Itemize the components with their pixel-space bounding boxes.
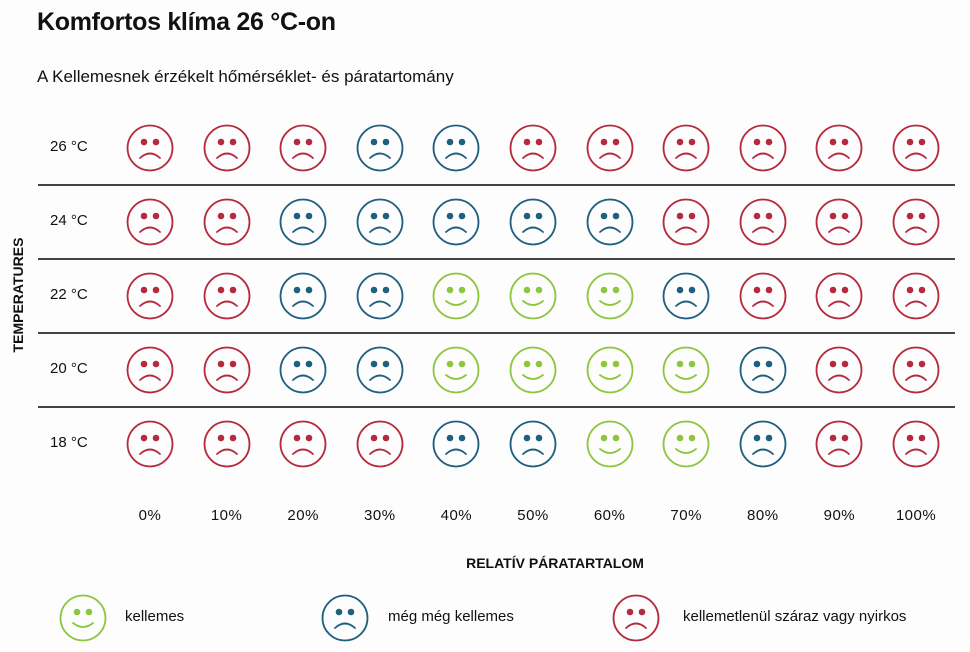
row-divider — [38, 332, 955, 334]
face-kellemetlen-icon — [203, 272, 250, 320]
face-kellemetlen-icon — [662, 124, 710, 172]
face-kellemetlen-icon — [892, 198, 940, 246]
x-tick-label: 100% — [895, 507, 937, 524]
x-tick-label: 70% — [670, 507, 702, 524]
face-kellemes-icon — [509, 346, 557, 394]
x-tick-label: 80% — [747, 507, 779, 524]
x-tick-label: 40% — [440, 507, 473, 524]
face-meg-icon — [356, 272, 404, 320]
face-kellemetlen-icon — [739, 272, 787, 320]
legend-label: kellemes — [125, 608, 185, 625]
face-meg-icon — [586, 198, 633, 246]
face-kellemes-icon — [586, 420, 633, 468]
face-meg-icon — [356, 198, 404, 246]
face-kellemes-icon — [586, 346, 633, 394]
face-kellemetlen-icon — [815, 346, 863, 394]
legend-face-meg-icon — [321, 594, 369, 642]
face-meg-icon — [279, 346, 327, 394]
face-kellemetlen-icon — [739, 198, 787, 246]
face-kellemetlen-icon — [203, 198, 250, 246]
face-kellemetlen-icon — [815, 198, 863, 246]
face-kellemetlen-icon — [815, 272, 863, 320]
face-kellemes-icon — [662, 346, 710, 394]
face-kellemes-icon — [662, 420, 710, 468]
face-kellemetlen-icon — [203, 420, 250, 468]
face-kellemetlen-icon — [203, 124, 250, 172]
face-meg-icon — [279, 198, 327, 246]
x-tick-label: 60% — [593, 507, 626, 524]
face-kellemetlen-icon — [892, 420, 940, 468]
face-kellemetlen-icon — [279, 420, 327, 468]
face-kellemetlen-icon — [509, 124, 557, 172]
face-kellemetlen-icon — [126, 346, 174, 394]
y-tick-label: 24 °C — [50, 212, 88, 229]
face-kellemetlen-icon — [203, 346, 250, 394]
x-tick-label: 0% — [138, 507, 162, 524]
chart-title: Komfortos klíma 26 °C-on — [37, 8, 336, 36]
face-kellemes-icon — [509, 272, 557, 320]
face-kellemetlen-icon — [892, 124, 940, 172]
face-kellemetlen-icon — [126, 198, 174, 246]
face-meg-icon — [432, 124, 480, 172]
legend-face-kellemes-icon — [59, 594, 107, 642]
face-meg-icon — [279, 272, 327, 320]
face-kellemes-icon — [586, 272, 633, 320]
x-tick-label: 20% — [287, 507, 319, 524]
x-axis-title: RELATÍV PÁRATARTALOM — [466, 555, 644, 571]
face-meg-icon — [432, 420, 480, 468]
face-kellemetlen-icon — [739, 124, 787, 172]
legend-label: még még kellemes — [388, 608, 514, 625]
y-axis-title: TEMPERATURES — [10, 237, 26, 353]
face-kellemetlen-icon — [279, 124, 327, 172]
face-meg-icon — [356, 346, 404, 394]
face-kellemetlen-icon — [662, 198, 710, 246]
face-meg-icon — [509, 420, 557, 468]
face-kellemetlen-icon — [815, 124, 863, 172]
face-kellemetlen-icon — [126, 420, 174, 468]
face-meg-icon — [509, 198, 557, 246]
face-kellemetlen-icon — [892, 272, 940, 320]
face-meg-icon — [432, 198, 480, 246]
face-meg-icon — [356, 124, 404, 172]
x-tick-label: 10% — [210, 507, 243, 524]
x-tick-label: 50% — [517, 507, 549, 524]
y-tick-label: 20 °C — [50, 360, 88, 377]
y-tick-label: 18 °C — [50, 434, 88, 451]
face-kellemes-icon — [432, 346, 480, 394]
row-divider — [38, 184, 955, 186]
y-tick-label: 22 °C — [50, 286, 88, 303]
legend-label: kellemetlenül száraz vagy nyirkos — [683, 608, 907, 625]
face-kellemetlen-icon — [586, 124, 633, 172]
x-tick-label: 90% — [823, 507, 856, 524]
face-kellemetlen-icon — [356, 420, 404, 468]
chart-subtitle: A Kellemesnek érzékelt hőmérséklet- és p… — [37, 67, 454, 86]
row-divider — [38, 258, 955, 260]
face-kellemetlen-icon — [892, 346, 940, 394]
x-tick-label: 30% — [364, 507, 396, 524]
face-meg-icon — [739, 420, 787, 468]
face-meg-icon — [739, 346, 787, 394]
face-kellemetlen-icon — [126, 272, 174, 320]
legend-face-kellemetlen-icon — [612, 594, 660, 642]
face-meg-icon — [662, 272, 710, 320]
face-kellemetlen-icon — [815, 420, 863, 468]
y-tick-label: 26 °C — [50, 138, 88, 155]
row-divider — [38, 406, 955, 408]
face-kellemetlen-icon — [126, 124, 174, 172]
face-kellemes-icon — [432, 272, 480, 320]
